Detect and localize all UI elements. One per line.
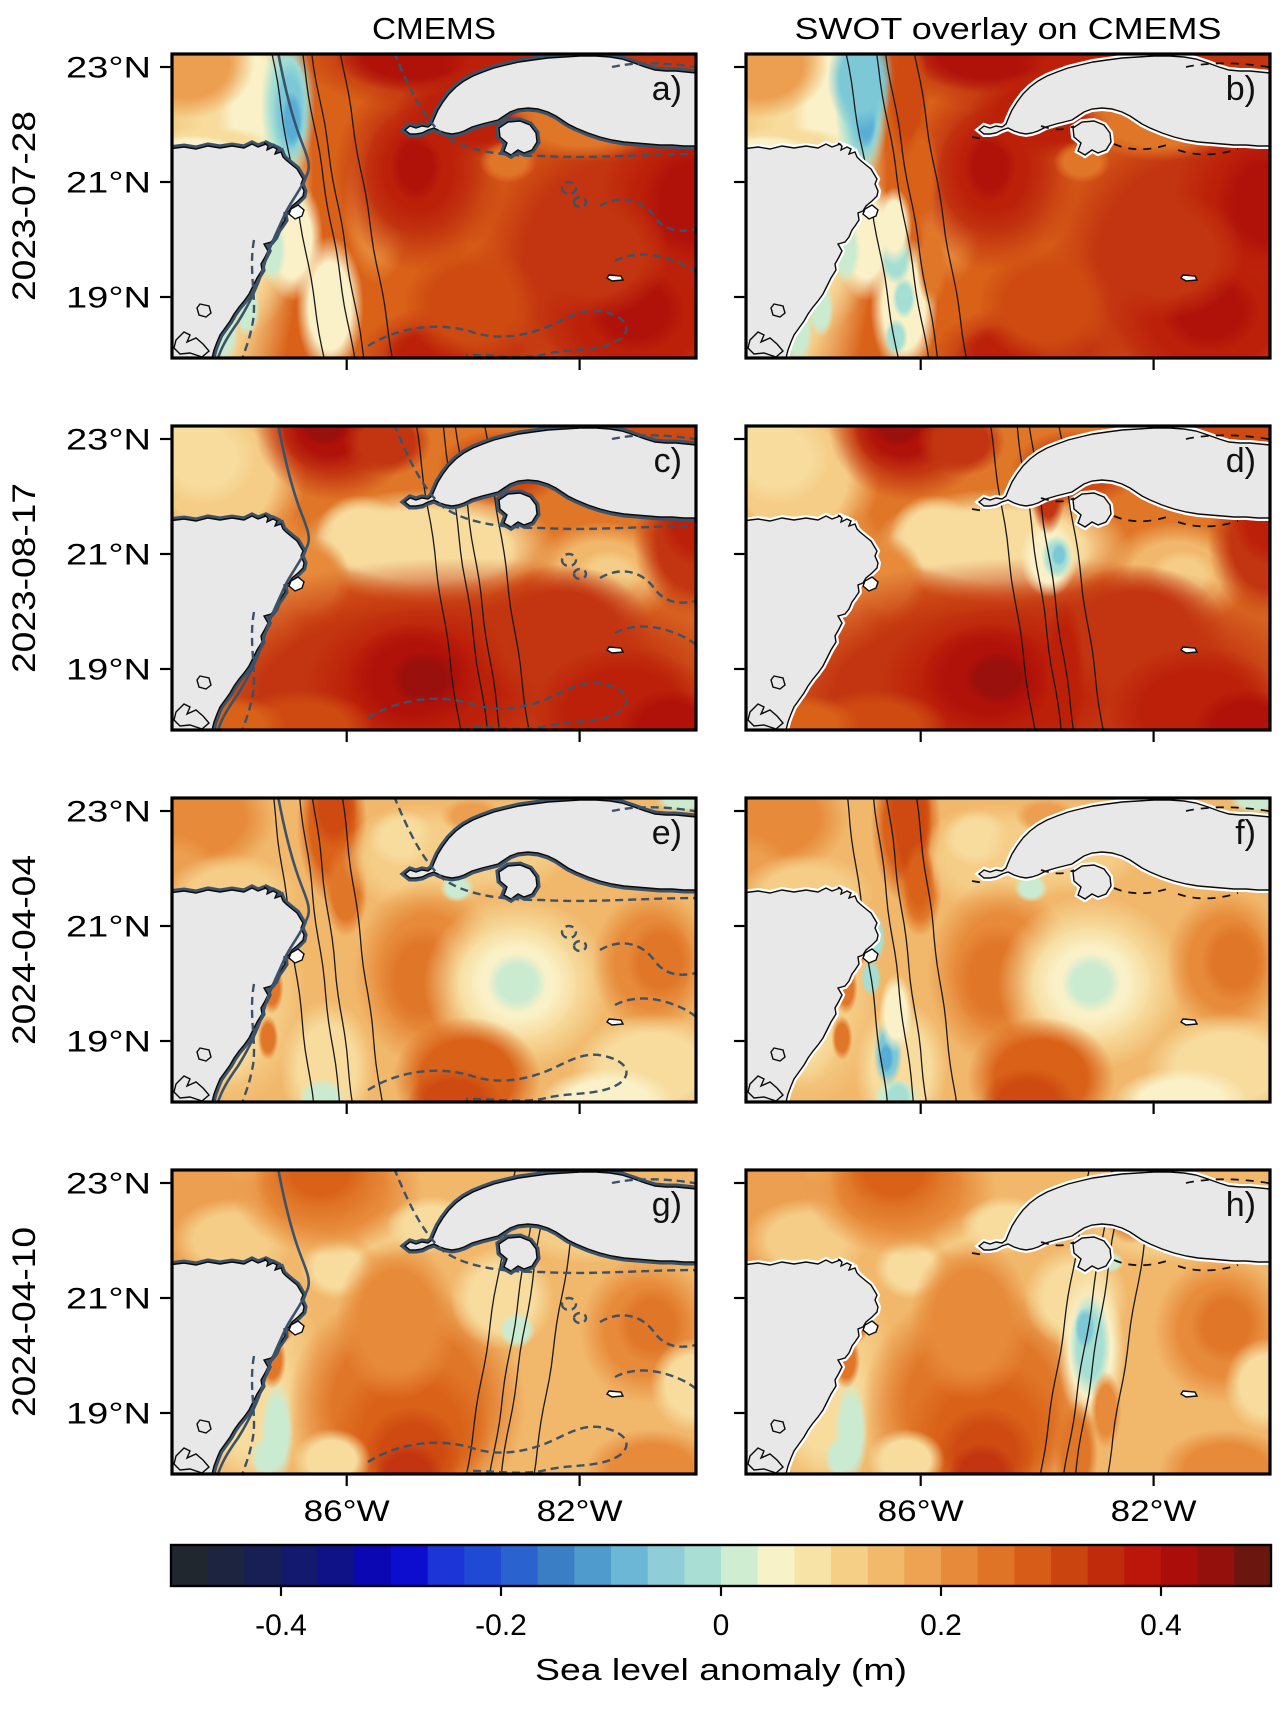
svg-text:e): e): [652, 814, 682, 852]
svg-text:0: 0: [713, 1609, 730, 1642]
svg-text:82°W: 82°W: [537, 1495, 624, 1528]
svg-text:86°W: 86°W: [878, 1495, 965, 1528]
svg-text:-0.4: -0.4: [255, 1609, 307, 1642]
svg-text:g): g): [652, 1186, 682, 1224]
svg-text:23°N: 23°N: [66, 796, 151, 829]
svg-text:19°N: 19°N: [66, 1026, 151, 1059]
svg-text:19°N: 19°N: [66, 1398, 151, 1431]
svg-text:82°W: 82°W: [1111, 1495, 1198, 1528]
svg-text:2023-07-28: 2023-07-28: [6, 111, 42, 301]
svg-text:0.2: 0.2: [920, 1609, 962, 1642]
svg-text:23°N: 23°N: [66, 1168, 151, 1201]
svg-text:19°N: 19°N: [66, 282, 151, 315]
svg-text:86°W: 86°W: [304, 1495, 391, 1528]
svg-text:SWOT overlay on CMEMS: SWOT overlay on CMEMS: [795, 11, 1222, 46]
svg-text:d): d): [1226, 442, 1256, 480]
svg-text:b): b): [1226, 70, 1256, 108]
svg-text:19°N: 19°N: [66, 654, 151, 687]
svg-text:2024-04-10: 2024-04-10: [6, 1227, 42, 1417]
svg-text:c): c): [654, 442, 682, 480]
svg-text:23°N: 23°N: [66, 424, 151, 457]
svg-text:f): f): [1235, 814, 1256, 852]
svg-text:-0.2: -0.2: [475, 1609, 527, 1642]
svg-text:21°N: 21°N: [66, 539, 151, 572]
svg-text:21°N: 21°N: [66, 1283, 151, 1316]
svg-text:2024-04-04: 2024-04-04: [6, 855, 42, 1045]
svg-text:a): a): [652, 70, 682, 108]
svg-text:h): h): [1226, 1186, 1256, 1224]
svg-text:21°N: 21°N: [66, 167, 151, 200]
svg-text:21°N: 21°N: [66, 911, 151, 944]
svg-text:2023-08-17: 2023-08-17: [6, 483, 42, 673]
svg-text:CMEMS: CMEMS: [372, 11, 496, 46]
svg-text:23°N: 23°N: [66, 52, 151, 85]
svg-text:Sea level anomaly (m): Sea level anomaly (m): [535, 1652, 907, 1687]
svg-text:0.4: 0.4: [1140, 1609, 1182, 1642]
